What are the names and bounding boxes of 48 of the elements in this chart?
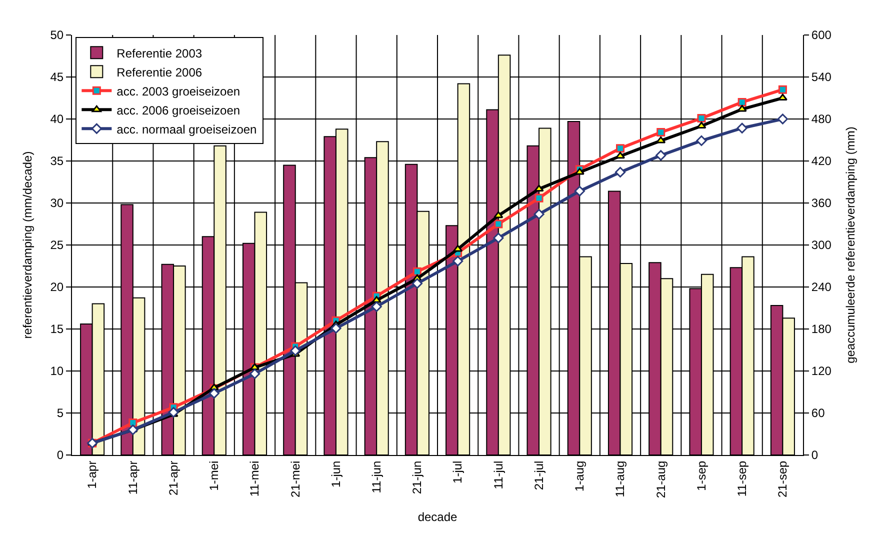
y-tick-label: 15: [50, 322, 64, 336]
y2-tick-label: 300: [811, 238, 832, 252]
legend-label: acc. 2006 groeiseizoen: [116, 103, 240, 118]
x-tick-label: 11-jul: [491, 460, 506, 490]
y-tick-label: 25: [50, 238, 64, 252]
x-axis-title: decade: [418, 510, 458, 524]
x-tick-label: 21-jun: [410, 460, 424, 494]
legend-label: acc. 2003 groeiseizoen: [116, 84, 240, 98]
y2-tick-label: 540: [811, 70, 832, 84]
x-tick-label: 1-mei: [207, 460, 222, 491]
x-tick-label: 21-sep: [776, 460, 790, 498]
x-tick-label: 11-sep: [734, 460, 749, 497]
y2-tick-label: 240: [811, 280, 832, 294]
x-tick-label: 1-aug: [572, 460, 587, 492]
x-tick-label: 11-jun: [369, 460, 384, 494]
x-tick-label: 1-jul: [450, 460, 465, 484]
y-tick-label: 40: [50, 112, 64, 126]
y-tick-label: 35: [50, 154, 64, 168]
y2-tick-label: 0: [811, 448, 818, 462]
x-tick-label: 21-apr: [166, 460, 180, 496]
y2-tick-label: 480: [811, 112, 832, 126]
y2-tick-label: 120: [811, 364, 832, 378]
y-axis-title: referentieverdamping (mm/decade): [20, 151, 35, 339]
x-tick-label: 21-aug: [654, 460, 668, 498]
legend-label: Referentie 2003: [116, 46, 202, 60]
x-tick-label: 21-jul: [532, 460, 546, 490]
x-tick-label: 1-sep: [694, 460, 708, 491]
x-tick-label: 1-apr: [85, 460, 100, 489]
x-tick-label: 1-jun: [328, 460, 343, 488]
y-tick-label: 45: [50, 70, 64, 84]
y-tick-label: 50: [50, 28, 64, 42]
y2-tick-label: 420: [811, 154, 832, 168]
x-tick-label: 11-mei: [248, 460, 262, 497]
x-tick-label: 11-apr: [126, 460, 140, 495]
y-tick-label: 10: [50, 364, 64, 378]
y2-tick-label: 60: [811, 406, 826, 420]
y-tick-label: 5: [56, 406, 64, 420]
y2-tick-label: 360: [811, 196, 832, 210]
legend-label: acc. normaal groeiseizoen: [116, 122, 257, 136]
y-tick-label: 20: [50, 280, 64, 294]
y2-axis-title: geaccumuleerde referentieverdamping (mm): [844, 126, 858, 364]
x-tick-label: 11-aug: [613, 460, 628, 498]
x-tick-label: 21-mei: [288, 460, 302, 498]
y2-tick-label: 180: [811, 322, 832, 336]
legend-label: Referentie 2006: [116, 65, 202, 80]
y-tick-label: 30: [50, 196, 64, 210]
y-tick-label: 0: [56, 448, 64, 462]
y2-tick-label: 600: [811, 28, 832, 42]
